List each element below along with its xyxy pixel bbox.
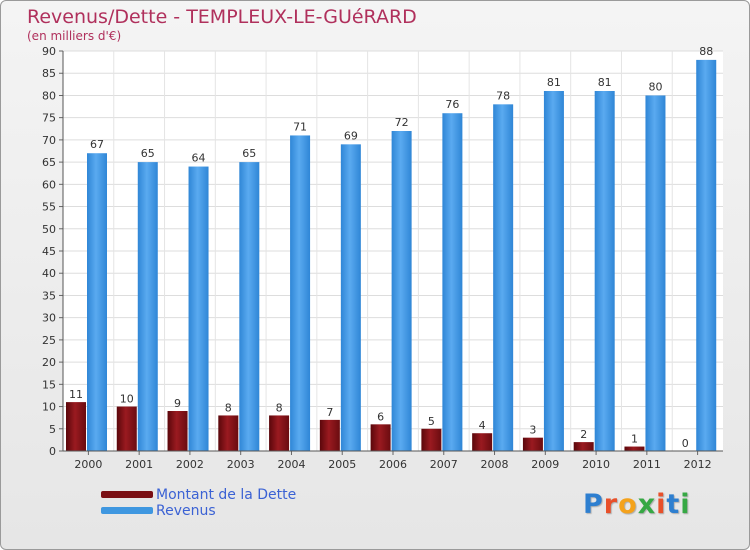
y-tick-label: 45 xyxy=(42,245,56,258)
data-label-revenus: 69 xyxy=(344,129,358,142)
data-label-revenus: 72 xyxy=(395,116,409,129)
y-tick-label: 90 xyxy=(42,45,56,58)
bar-dette xyxy=(218,415,239,451)
data-label-dette: 8 xyxy=(276,401,283,414)
bar-revenus xyxy=(493,104,514,451)
y-tick-label: 55 xyxy=(42,201,56,214)
data-label-revenus: 88 xyxy=(699,45,713,58)
data-label-dette: 6 xyxy=(377,410,384,423)
bar-revenus xyxy=(696,59,717,452)
bar-dette xyxy=(624,446,645,451)
data-label-dette: 5 xyxy=(428,415,435,428)
x-tick-label: 2005 xyxy=(328,458,356,471)
bar-revenus xyxy=(188,166,209,452)
y-tick-label: 35 xyxy=(42,289,56,302)
data-label-revenus: 81 xyxy=(598,76,612,89)
bar-dette xyxy=(116,406,137,451)
y-tick-label: 25 xyxy=(42,334,56,347)
data-label-dette: 3 xyxy=(529,424,536,437)
y-tick-label: 85 xyxy=(42,67,56,80)
legend-swatch-debt xyxy=(101,491,153,498)
brand-logo: Proxiti xyxy=(583,489,691,520)
data-label-dette: 4 xyxy=(479,419,486,432)
bar-dette xyxy=(319,419,340,451)
y-tick-label: 65 xyxy=(42,156,56,169)
bar-dette xyxy=(167,411,188,451)
y-tick-label: 20 xyxy=(42,356,56,369)
data-label-dette: 0 xyxy=(682,437,689,450)
legend-label-debt: Montant de la Dette xyxy=(156,487,297,503)
bar-dette xyxy=(522,437,543,451)
x-tick-label: 2010 xyxy=(582,458,610,471)
bar-revenus xyxy=(87,153,107,451)
x-tick-label: 2011 xyxy=(633,458,661,471)
bar-revenus xyxy=(340,144,361,452)
chart-title: Revenus/Dette - TEMPLEUX-LE-GUéRARD xyxy=(27,6,417,28)
bar-revenus xyxy=(137,162,158,451)
y-tick-label: 70 xyxy=(42,134,56,147)
data-label-dette: 9 xyxy=(174,397,181,410)
data-label-dette: 11 xyxy=(69,388,83,401)
bar-revenus xyxy=(391,131,412,451)
data-label-dette: 1 xyxy=(631,433,638,446)
data-label-revenus: 67 xyxy=(90,138,104,151)
y-tick-label: 80 xyxy=(42,89,56,102)
bar-revenus xyxy=(239,162,260,451)
bar-revenus xyxy=(594,91,615,451)
legend-label-revenue: Revenus xyxy=(156,503,216,519)
y-tick-label: 5 xyxy=(49,423,56,436)
data-label-dette: 10 xyxy=(120,393,134,406)
chart-subtitle: (en milliers d'€) xyxy=(27,29,122,43)
x-tick-label: 2008 xyxy=(481,458,509,471)
x-tick-label: 2007 xyxy=(430,458,458,471)
data-labels: 11 67 10 65 9 64 8 65 8 71 7 69 6 72 5 76 4 78 3 81 2 81 1 80 0 8… xyxy=(69,45,713,450)
axes: 0510152025303540455055606570758085902000… xyxy=(42,45,723,471)
y-tick-label: 50 xyxy=(42,223,56,236)
data-label-dette: 2 xyxy=(580,428,587,441)
y-tick-label: 10 xyxy=(42,401,56,414)
data-label-revenus: 65 xyxy=(141,147,155,160)
bar-revenus xyxy=(290,135,311,451)
x-tick-label: 2009 xyxy=(531,458,559,471)
data-label-revenus: 64 xyxy=(192,152,206,165)
x-tick-label: 2012 xyxy=(684,458,712,471)
data-label-revenus: 78 xyxy=(496,89,510,102)
y-tick-label: 15 xyxy=(42,378,56,391)
data-label-dette: 7 xyxy=(326,406,333,419)
bar-dette xyxy=(573,442,594,451)
x-tick-label: 2006 xyxy=(379,458,407,471)
bar-dette xyxy=(421,428,442,451)
bar-revenus xyxy=(543,91,564,451)
y-tick-label: 75 xyxy=(42,112,56,125)
data-label-revenus: 76 xyxy=(445,98,459,111)
bar-dette xyxy=(66,402,86,451)
bar-revenus xyxy=(645,95,666,451)
bars xyxy=(66,59,717,452)
bar-dette xyxy=(472,433,493,451)
data-label-revenus: 65 xyxy=(242,147,256,160)
y-tick-label: 40 xyxy=(42,267,56,280)
x-tick-label: 2004 xyxy=(277,458,305,471)
bar-dette xyxy=(269,415,290,451)
y-tick-label: 60 xyxy=(42,178,56,191)
x-tick-label: 2001 xyxy=(125,458,153,471)
bar-dette xyxy=(370,424,391,451)
data-label-revenus: 71 xyxy=(293,120,307,133)
bar-revenus xyxy=(442,113,463,451)
y-tick-label: 30 xyxy=(42,312,56,325)
x-tick-label: 2002 xyxy=(176,458,204,471)
legend-swatch-revenue xyxy=(101,507,153,514)
x-tick-label: 2000 xyxy=(74,458,102,471)
x-tick-label: 2003 xyxy=(227,458,255,471)
data-label-dette: 8 xyxy=(225,401,232,414)
data-label-revenus: 80 xyxy=(648,80,662,93)
data-label-revenus: 81 xyxy=(547,76,561,89)
y-tick-label: 0 xyxy=(49,445,56,458)
